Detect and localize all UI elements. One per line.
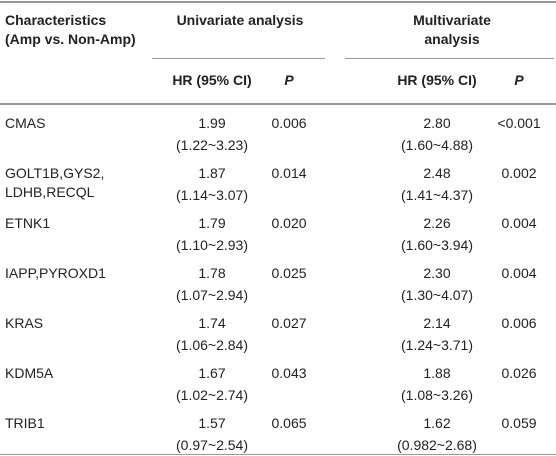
p-value: 0.004 xyxy=(501,265,537,281)
hr: 1.79 xyxy=(198,215,226,231)
ci: (1.60~3.94) xyxy=(401,237,473,253)
hr: 2.48 xyxy=(423,165,451,181)
row-label: IAPP,PYROXD1 xyxy=(5,265,106,281)
rule xyxy=(345,58,554,59)
hr: 2.26 xyxy=(423,215,451,231)
hr: 1.67 xyxy=(198,365,226,381)
ci: (1.08~3.26) xyxy=(401,387,473,403)
rule xyxy=(0,454,556,455)
p-value: 0.059 xyxy=(501,415,537,431)
row-label: TRIB1 xyxy=(5,415,45,431)
ci: (1.10~2.93) xyxy=(176,237,248,253)
p-value: 0.006 xyxy=(501,315,537,331)
p-value: 0.027 xyxy=(271,315,307,331)
hr: 1.87 xyxy=(198,165,226,181)
p-value: 0.065 xyxy=(271,415,307,431)
header-cell: Multivariate analysis xyxy=(413,12,491,47)
rule xyxy=(152,58,325,59)
header-cell: Characteristics (Amp vs. Non-Amp) xyxy=(5,12,136,47)
ci: (1.07~2.94) xyxy=(176,287,248,303)
row-label: GOLT1B,GYS2, LDHB,RECQL xyxy=(5,165,105,200)
p-value: 0.004 xyxy=(501,215,537,231)
p-value: 0.043 xyxy=(271,365,307,381)
row-label: CMAS xyxy=(5,115,46,131)
hr: 2.14 xyxy=(423,315,451,331)
subheader: HR (95% CI) xyxy=(397,72,477,88)
hr: 1.62 xyxy=(423,415,451,431)
subheader: P xyxy=(514,72,524,88)
p-value: 0.025 xyxy=(271,265,307,281)
ci: (0.982~2.68) xyxy=(397,437,477,453)
rule xyxy=(0,1,556,3)
hr: 1.99 xyxy=(198,115,226,131)
p-value: <0.001 xyxy=(497,115,541,131)
ci: (0.97~2.54) xyxy=(176,437,248,453)
p-value: 0.014 xyxy=(271,165,307,181)
hr: 2.30 xyxy=(423,265,451,281)
ci: (1.06~2.84) xyxy=(176,337,248,353)
hr: 1.57 xyxy=(198,415,226,431)
hr: 1.88 xyxy=(423,365,451,381)
ci: (1.02~2.74) xyxy=(176,387,248,403)
row-label: KRAS xyxy=(5,315,44,331)
rule xyxy=(0,103,556,105)
p-value: 0.026 xyxy=(501,365,537,381)
subheader: P xyxy=(284,72,294,88)
ci: (1.24~3.71) xyxy=(401,337,473,353)
row-label: ETNK1 xyxy=(5,215,51,231)
subheader: HR (95% CI) xyxy=(172,72,252,88)
hr: 1.78 xyxy=(198,265,226,281)
ci: (1.60~4.88) xyxy=(401,137,473,153)
p-value: 0.020 xyxy=(271,215,307,231)
ci: (1.41~4.37) xyxy=(401,187,473,203)
ci: (1.22~3.23) xyxy=(176,137,248,153)
hr: 1.74 xyxy=(198,315,226,331)
ci: (1.30~4.07) xyxy=(401,287,473,303)
p-value: 0.002 xyxy=(501,165,537,181)
p-value: 0.006 xyxy=(271,115,307,131)
header-cell: Univariate analysis xyxy=(176,12,304,28)
row-label: KDM5A xyxy=(5,365,54,381)
ci: (1.14~3.07) xyxy=(176,187,248,203)
hr: 2.80 xyxy=(423,115,451,131)
